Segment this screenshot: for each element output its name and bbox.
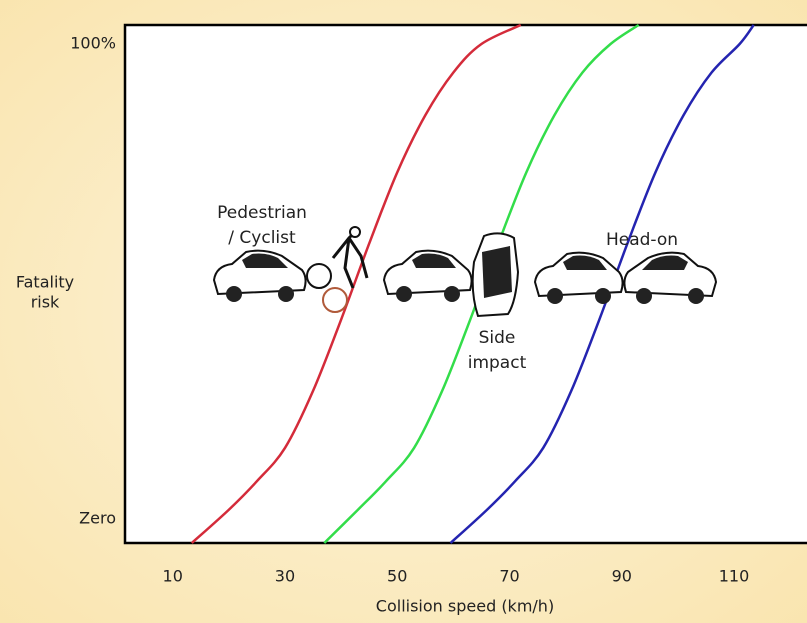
- x-tick-label: 90: [612, 567, 632, 586]
- line-series: [190, 23, 522, 544]
- car: [623, 251, 718, 304]
- annotation: Head-on: [606, 230, 678, 250]
- y-tick-label: Zero: [79, 509, 116, 528]
- x-tick-label: 30: [275, 567, 295, 586]
- car: [382, 249, 473, 302]
- car: [533, 251, 624, 304]
- y-axis-label: risk: [31, 293, 60, 312]
- x-tick-label: 110: [719, 567, 750, 586]
- car: [212, 249, 307, 302]
- cyclist: [306, 226, 369, 313]
- annotation: Pedestrian: [217, 203, 307, 223]
- illustrations: [212, 226, 718, 318]
- x-axis-label: Collision speed (km/h): [376, 597, 554, 616]
- annotation: / Cyclist: [228, 228, 296, 248]
- x-tick-label: 10: [163, 567, 183, 586]
- y-axis-label: Fatality: [16, 273, 74, 292]
- x-tick-label: 70: [499, 567, 519, 586]
- annotation: impact: [468, 353, 527, 373]
- car: [471, 232, 520, 318]
- y-tick-label: 100%: [70, 34, 116, 53]
- annotation: Side: [479, 328, 516, 348]
- x-tick-label: 50: [387, 567, 407, 586]
